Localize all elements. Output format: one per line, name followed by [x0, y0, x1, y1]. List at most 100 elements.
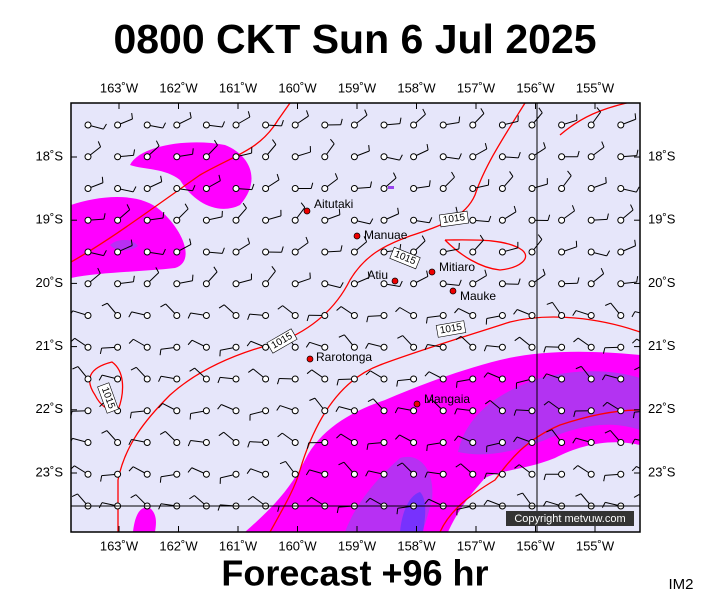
- barb-station: [232, 248, 240, 256]
- barb-flag: [600, 267, 605, 274]
- lat-label: 22˚S: [648, 401, 676, 416]
- isobar: [71, 103, 291, 263]
- barb-flag: [458, 153, 462, 160]
- barb-flag: [516, 492, 523, 496]
- barb-flag: [305, 236, 309, 243]
- barb-flag: [397, 335, 403, 339]
- barb-station: [587, 439, 595, 446]
- barb-station: [469, 439, 477, 446]
- barb-flag: [101, 430, 108, 434]
- barb-station: [558, 121, 566, 129]
- barb-station: [350, 248, 358, 256]
- barb-station: [498, 153, 506, 161]
- barb-station: [498, 470, 506, 478]
- barb-station: [173, 343, 181, 351]
- barb-flag: [537, 234, 543, 240]
- barb-station: [410, 216, 418, 224]
- barb-station: [291, 407, 299, 415]
- barb-flag: [484, 269, 487, 276]
- barb-station: [232, 375, 240, 383]
- barb-station: [291, 439, 299, 446]
- barb-flag: [601, 141, 605, 148]
- barb-flag: [631, 311, 636, 318]
- barb-station: [321, 375, 329, 383]
- barb-station: [439, 343, 447, 351]
- barb-flag: [128, 439, 132, 446]
- barb-station: [350, 343, 358, 351]
- barb-flag: [606, 213, 609, 220]
- barb-flag: [424, 371, 430, 377]
- barb-station: [469, 248, 477, 256]
- lon-label: 162˚W: [159, 538, 198, 553]
- barb-flag: [513, 409, 517, 416]
- barb-station: [321, 407, 329, 415]
- barb-station: [528, 153, 536, 161]
- barb-station: [321, 280, 329, 288]
- barb-station: [262, 248, 270, 256]
- barb-station: [410, 153, 418, 161]
- barb-station: [350, 185, 358, 192]
- lat-label: 23˚S: [648, 464, 676, 479]
- barb-station: [617, 121, 625, 129]
- barb-flag: [458, 279, 462, 286]
- barb-flag: [97, 267, 101, 274]
- barb-station: [410, 312, 418, 319]
- barb-flag: [571, 205, 576, 212]
- barb-station: [321, 312, 329, 319]
- barb-station: [173, 185, 181, 192]
- barb-flag: [480, 108, 485, 114]
- barb-flag: [189, 238, 192, 245]
- barb-station: [439, 312, 447, 319]
- barb-station: [647, 186, 653, 192]
- barb-station: [528, 343, 536, 351]
- barb-flag: [306, 442, 310, 449]
- barb-flag: [634, 113, 637, 120]
- barb-station: [647, 376, 653, 382]
- barb-station: [202, 439, 210, 446]
- barb-station: [617, 216, 625, 224]
- barb-station: [469, 121, 477, 129]
- barb-flag: [218, 174, 221, 181]
- barb-flag: [272, 139, 277, 145]
- barb-station: [84, 312, 92, 319]
- barb-station: [617, 343, 625, 351]
- barb-flag: [305, 342, 311, 348]
- barb-flag: [514, 336, 520, 342]
- barb-flag: [421, 235, 426, 242]
- barb-flag: [100, 475, 103, 482]
- barb-station: [232, 185, 240, 192]
- lon-label: 157˚W: [457, 80, 496, 95]
- barb-station: [380, 470, 388, 478]
- barb-station: [350, 121, 358, 129]
- barb-station: [469, 216, 477, 224]
- barb-flag: [573, 410, 576, 417]
- barb-flag: [428, 180, 431, 187]
- barb-flag: [158, 403, 163, 409]
- barb-station: [498, 407, 506, 415]
- barb-flag: [101, 176, 104, 183]
- barb-station: [84, 153, 92, 161]
- barb-flag: [575, 365, 582, 370]
- barb-station: [469, 407, 477, 415]
- barb-flag: [218, 304, 225, 309]
- barb-station: [380, 121, 388, 129]
- place-dot: [303, 207, 311, 215]
- barb-flag: [162, 248, 166, 255]
- barb-flag: [538, 107, 543, 114]
- barb-flag: [366, 443, 369, 450]
- lon-label: 159˚W: [338, 538, 377, 553]
- barb-flag: [634, 366, 640, 371]
- barb-flag: [72, 366, 79, 370]
- lat-label: 18˚S: [648, 148, 676, 163]
- barb-flag: [336, 306, 342, 311]
- lon-label: 158˚W: [397, 80, 436, 95]
- barb-station: [262, 312, 270, 319]
- barb-station: [558, 343, 566, 351]
- barb-station: [380, 248, 388, 256]
- barb-flag: [189, 495, 195, 500]
- barb-flag: [399, 154, 403, 161]
- barb-flag: [276, 173, 280, 180]
- barb-flag: [99, 347, 103, 355]
- barb-station: [114, 248, 122, 256]
- barb-flag: [602, 401, 608, 407]
